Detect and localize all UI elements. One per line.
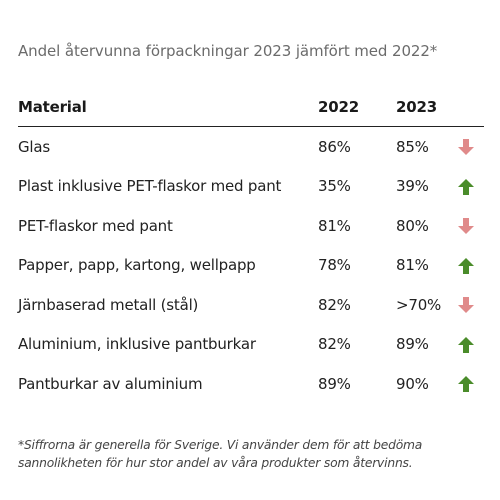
column-header-2022: 2022 [318,88,396,127]
value-2023-cell: 39% [396,177,429,196]
table-row: Papper, papp, kartong, wellpapp 78% 81% [18,246,484,286]
table-row: PET-flaskor med pant 81% 80% [18,206,484,246]
material-cell: PET-flaskor med pant [18,216,173,235]
arrow-up-icon [458,376,474,392]
arrow-down-icon [458,139,474,155]
trend-cell [448,127,484,167]
trend-cell [448,167,484,207]
trend-cell [448,246,484,286]
arrow-up-icon [458,336,474,353]
material-cell: Papper, papp, kartong, wellpapp [18,256,256,275]
value-2023-cell: 80% [396,216,429,235]
table-row: Aluminium, inklusive pantburkar 82% 89% [18,325,484,365]
material-cell: Plast inklusive PET-flaskor med pant [18,177,282,196]
page-title: Andel återvunna förpackningar 2023 jämfö… [18,42,438,60]
table-row: Pantburkar av aluminium 89% 90% [18,364,484,404]
value-2022-cell: 86% [318,137,351,156]
value-2022-cell: 35% [318,177,351,196]
value-2023-cell: 81% [396,256,429,275]
footnote-line-2: sannolikheten för hur stor andel av våra… [18,456,413,470]
value-2022-cell: 82% [318,295,351,314]
value-2022-cell: 78% [318,256,351,275]
recycling-table: Material 2022 2023 Glas 86% 85% Plast inklu… [18,88,484,404]
table-header-row: Material 2022 2023 [18,88,484,127]
trend-cell [448,206,484,246]
column-header-material: Material [18,88,318,127]
value-2023-cell: 90% [396,374,429,393]
table-row: Plast inklusive PET-flaskor med pant 35% 3… [18,167,484,207]
value-2023-cell: >70% [396,295,442,314]
column-header-trend [448,88,484,127]
arrow-down-icon [458,297,474,313]
value-2022-cell: 82% [318,335,351,354]
table-body: Glas 86% 85% Plast inklusive PET-flaskor me… [18,127,484,404]
material-cell: Pantburkar av aluminium [18,374,203,393]
footnote-line-1: *Siffrorna är generella för Sverige. Vi … [18,438,423,452]
value-2023-cell: 89% [396,335,429,354]
value-2022-cell: 89% [318,374,351,393]
table-row: Glas 86% 85% [18,127,484,167]
arrow-down-icon [458,218,474,234]
value-2022-cell: 81% [318,216,351,235]
footnote: *Siffrorna är generella för Sverige. Vi … [18,436,488,472]
material-cell: Glas [18,137,50,156]
trend-cell [448,364,484,404]
trend-cell [448,285,484,325]
value-2023-cell: 85% [396,137,429,156]
trend-cell [448,325,484,365]
column-header-2023: 2023 [396,88,448,127]
material-cell: Aluminium, inklusive pantburkar [18,335,256,354]
arrow-up-icon [458,257,474,274]
material-cell: Järnbaserad metall (stål) [18,295,199,314]
table-row: Järnbaserad metall (stål) 82% >70% [18,285,484,325]
arrow-up-icon [458,178,474,195]
